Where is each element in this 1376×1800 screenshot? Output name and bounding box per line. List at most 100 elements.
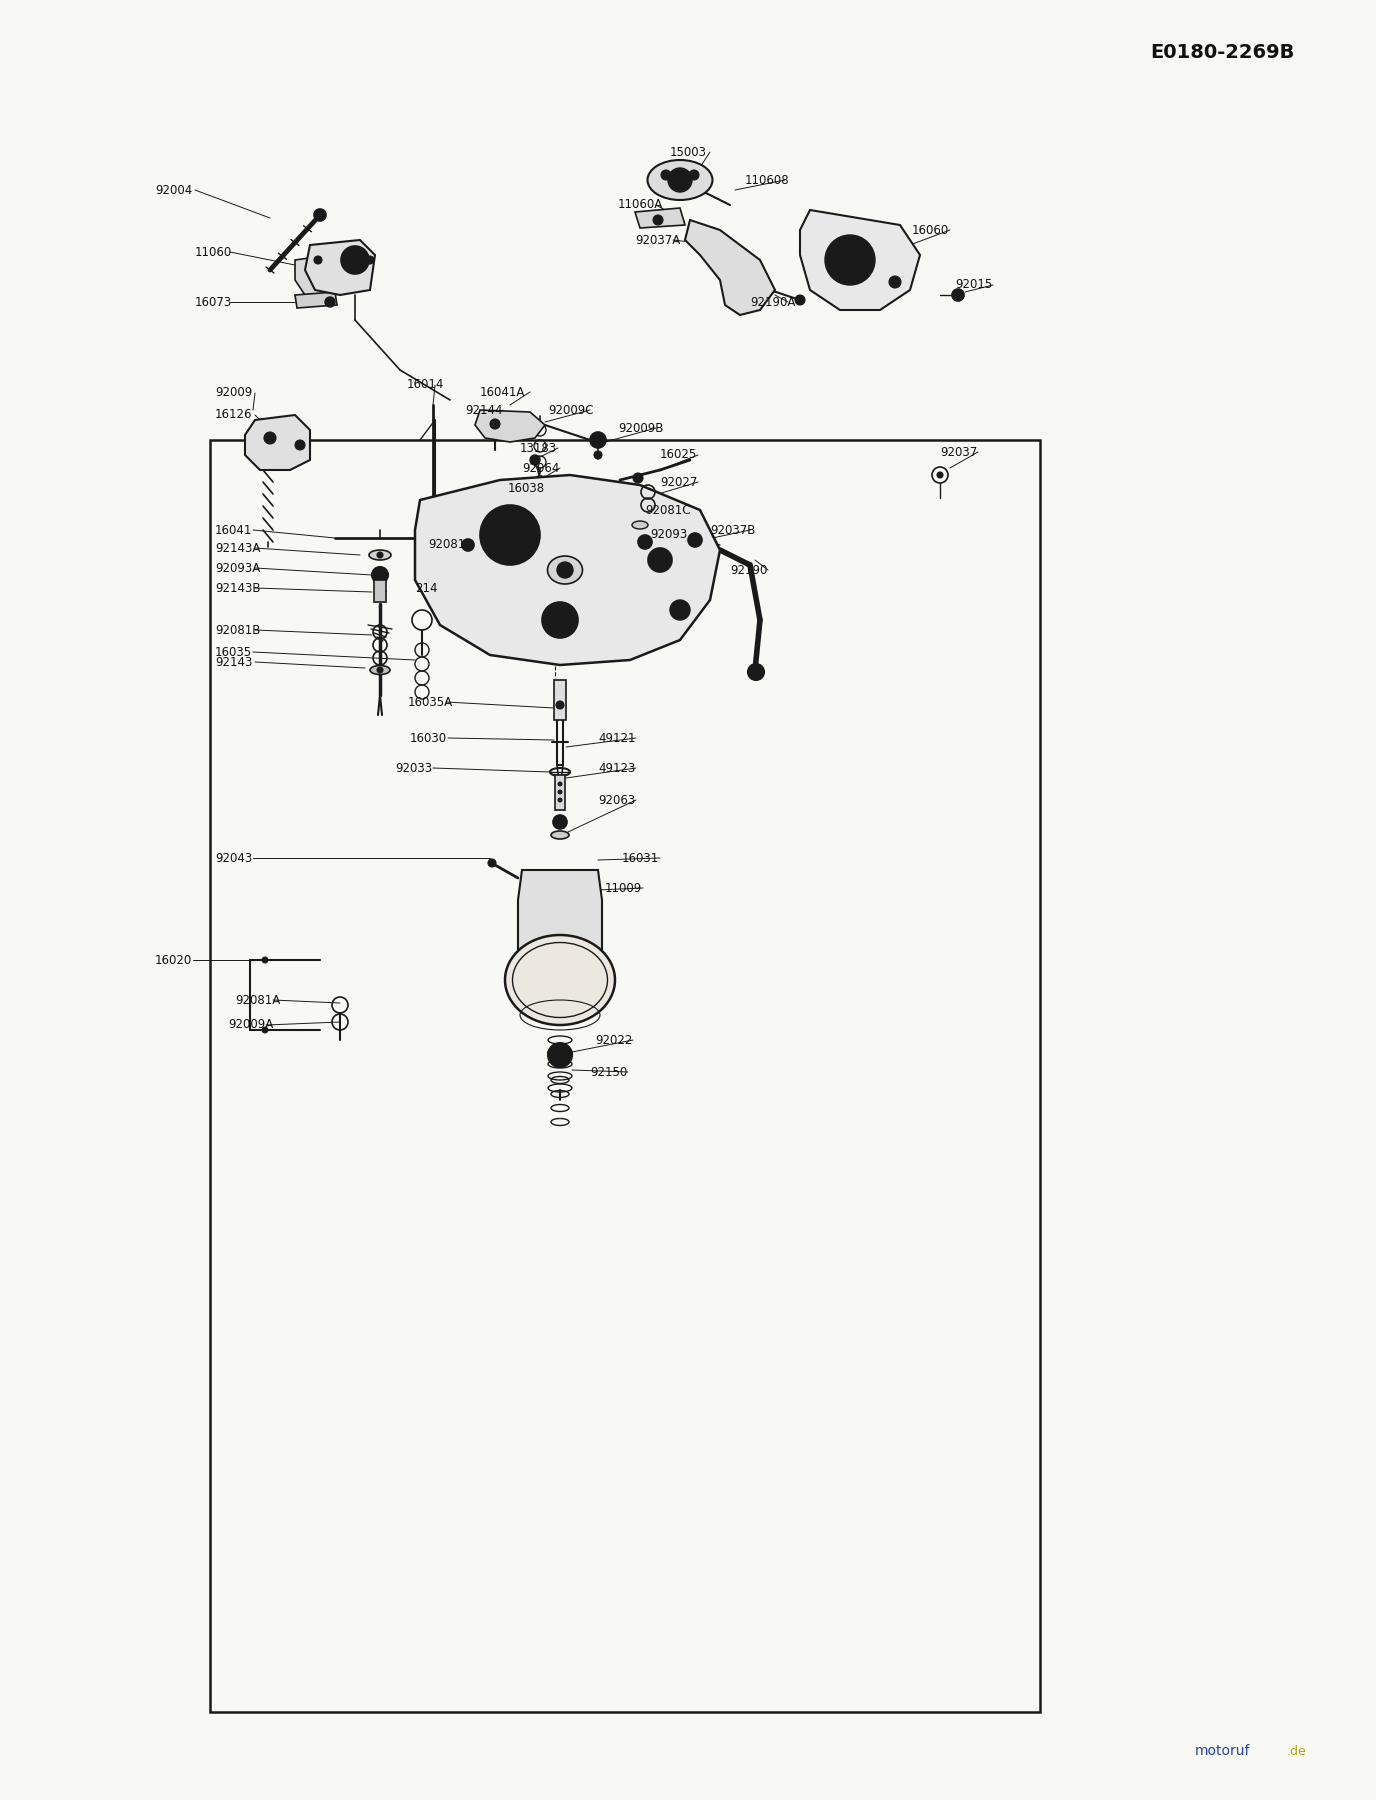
Text: 92037B: 92037B (710, 524, 755, 536)
Text: 15003: 15003 (670, 146, 707, 158)
Circle shape (688, 533, 702, 547)
Text: 92033: 92033 (395, 761, 432, 774)
Ellipse shape (369, 551, 391, 560)
Polygon shape (416, 475, 720, 664)
Text: 16060: 16060 (912, 223, 949, 236)
Text: 16126: 16126 (215, 409, 253, 421)
Text: 92190: 92190 (731, 563, 768, 576)
Text: 16014: 16014 (407, 378, 444, 392)
Text: 16020: 16020 (155, 954, 193, 967)
Circle shape (795, 295, 805, 304)
Polygon shape (685, 220, 775, 315)
Circle shape (548, 1042, 572, 1067)
Circle shape (488, 859, 495, 868)
Circle shape (372, 567, 388, 583)
Text: 16073: 16073 (195, 295, 233, 308)
Polygon shape (305, 239, 376, 295)
Text: 92143A: 92143A (215, 542, 260, 554)
Text: 92081A: 92081A (235, 994, 281, 1006)
Ellipse shape (505, 934, 615, 1024)
Circle shape (325, 297, 334, 308)
Circle shape (312, 272, 327, 284)
Text: 92043: 92043 (215, 851, 252, 864)
Circle shape (341, 247, 369, 274)
Circle shape (314, 256, 322, 265)
Text: 92009B: 92009B (618, 421, 663, 434)
Text: 49121: 49121 (599, 731, 636, 745)
Text: 16030: 16030 (410, 731, 447, 745)
Circle shape (376, 571, 384, 580)
Circle shape (889, 275, 901, 288)
Text: E0180-2269B: E0180-2269B (1150, 43, 1295, 61)
Circle shape (530, 455, 539, 464)
Circle shape (488, 419, 501, 430)
Text: 92063: 92063 (599, 794, 636, 806)
Ellipse shape (550, 832, 570, 839)
Polygon shape (294, 292, 337, 308)
Ellipse shape (548, 556, 582, 583)
Text: 16025: 16025 (660, 448, 698, 461)
Circle shape (316, 275, 323, 281)
Circle shape (264, 432, 277, 445)
Text: 92150: 92150 (590, 1066, 627, 1078)
Circle shape (654, 214, 663, 225)
Text: 92027: 92027 (660, 475, 698, 488)
Text: 92064: 92064 (522, 461, 560, 475)
Text: 92037: 92037 (940, 446, 977, 459)
Text: 11009: 11009 (605, 882, 643, 895)
Text: 92093A: 92093A (215, 562, 260, 574)
Circle shape (553, 815, 567, 830)
Text: 92037A: 92037A (634, 234, 680, 247)
Circle shape (425, 533, 435, 544)
Circle shape (655, 554, 665, 565)
Text: 92022: 92022 (594, 1033, 633, 1046)
Text: 92009C: 92009C (548, 403, 593, 416)
Text: 92143B: 92143B (215, 581, 260, 594)
Circle shape (535, 502, 545, 511)
Circle shape (366, 256, 374, 265)
Circle shape (559, 790, 561, 794)
Text: 16035A: 16035A (409, 695, 453, 709)
Circle shape (314, 209, 326, 221)
Circle shape (261, 958, 268, 963)
Circle shape (559, 781, 561, 787)
Ellipse shape (648, 160, 713, 200)
Text: .de: .de (1287, 1744, 1307, 1759)
Circle shape (638, 535, 652, 549)
Text: 11060A: 11060A (618, 198, 663, 212)
Text: 214: 214 (416, 581, 438, 594)
Text: 16038: 16038 (508, 481, 545, 495)
Circle shape (490, 419, 499, 428)
Circle shape (556, 700, 564, 709)
Circle shape (261, 1028, 268, 1033)
Text: 11060: 11060 (195, 245, 233, 259)
Polygon shape (245, 416, 310, 470)
Ellipse shape (370, 666, 389, 675)
Text: 92009A: 92009A (228, 1019, 274, 1031)
Circle shape (553, 614, 567, 626)
Text: 92015: 92015 (955, 279, 992, 292)
Text: 110608: 110608 (744, 173, 790, 187)
Text: 92081C: 92081C (645, 504, 691, 517)
Circle shape (428, 547, 438, 556)
Text: 92093: 92093 (649, 529, 687, 542)
Text: 92081B: 92081B (215, 623, 260, 637)
Circle shape (952, 290, 965, 301)
Circle shape (689, 169, 699, 180)
Circle shape (542, 601, 578, 637)
Text: 92004: 92004 (155, 184, 193, 196)
Circle shape (559, 797, 561, 803)
Text: 92144: 92144 (465, 403, 502, 416)
Circle shape (534, 475, 546, 488)
Circle shape (350, 254, 361, 266)
Text: 16041A: 16041A (480, 385, 526, 398)
Text: 92081: 92081 (428, 538, 465, 551)
Text: 13183: 13183 (520, 441, 557, 454)
Text: 49123: 49123 (599, 761, 636, 774)
Circle shape (590, 432, 605, 448)
Circle shape (937, 472, 943, 479)
Bar (211, 439, 1040, 1712)
Polygon shape (799, 211, 921, 310)
Text: 16035: 16035 (215, 646, 252, 659)
Circle shape (660, 169, 671, 180)
